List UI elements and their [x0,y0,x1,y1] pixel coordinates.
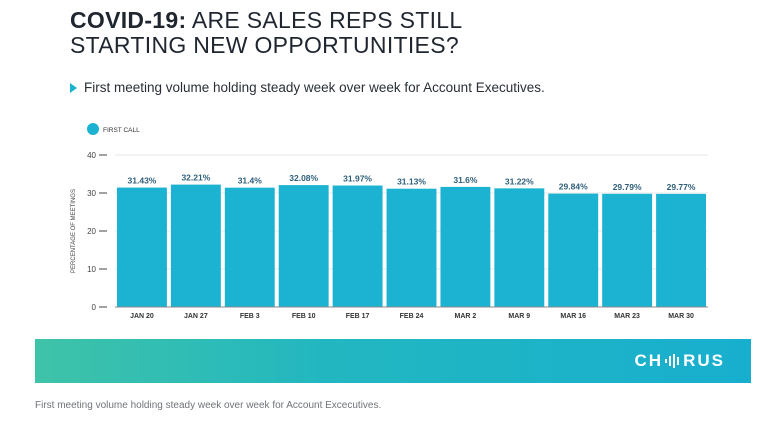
bar [494,188,545,307]
logo-text-start: CH [634,351,664,370]
data-label: 31.6% [453,175,478,185]
data-label: 29.79% [613,182,642,192]
y-tick-label: 20 [87,227,96,236]
data-label: 29.84% [559,182,588,192]
y-axis-label: PERCENTAGE OF MEETINGS [71,189,77,273]
triangle-bullet-icon [70,82,77,93]
bar [332,185,383,307]
y-tick-label: 0 [92,303,97,312]
title-line-2: STARTING NEW OPPORTUNITIES? [70,32,459,58]
x-tick-label: FEB 3 [240,313,260,320]
data-label: 29.77% [667,182,696,192]
title-highlight: COVID-19: [70,7,187,33]
legend-marker [87,123,99,135]
bar [602,193,653,307]
bar [548,193,599,307]
bar [170,184,221,307]
bar [278,185,329,307]
data-label: 31.43% [128,176,157,186]
chorus-logo: CH RUS [635,351,725,371]
x-tick-label: FEB 17 [346,313,370,320]
y-tick-label: 10 [87,265,96,274]
y-tick-label: 30 [87,189,96,198]
bar [386,188,437,307]
data-label: 31.22% [505,176,534,186]
data-label: 31.4% [238,176,263,186]
title-line-1: ARE SALES REPS STILL [186,7,463,33]
x-tick-label: JAN 27 [184,313,208,320]
data-label: 32.21% [181,173,210,183]
legend-label: FIRST CALL [103,127,140,134]
x-tick-label: MAR 23 [614,313,640,320]
brand-banner: CH RUS [35,339,751,383]
page-title: COVID-19: ARE SALES REPS STILL STARTING … [70,8,463,58]
data-label: 31.13% [397,177,426,187]
bar [656,193,706,307]
bar [117,187,167,307]
image-caption: First meeting volume holding steady week… [35,400,382,411]
x-tick-label: MAR 30 [668,313,694,320]
x-tick-label: MAR 9 [508,313,530,320]
chart-subtitle: First meeting volume holding steady week… [70,80,545,95]
soundwave-icon [665,354,680,368]
logo-text-end: RUS [683,351,725,370]
bar [440,186,491,307]
x-tick-label: FEB 10 [292,313,316,320]
x-tick-label: FEB 24 [400,313,424,320]
data-label: 32.08% [289,173,318,183]
x-tick-label: MAR 16 [560,313,586,320]
y-tick-label: 40 [87,151,96,160]
subtitle-text: First meeting volume holding steady week… [84,80,545,95]
bar [224,187,275,307]
data-label: 31.97% [343,174,372,184]
x-tick-label: JAN 20 [130,313,154,320]
bar-chart: FIRST CALL 0 10 20 30 40 PERCENTAGE OF MEETING… [71,123,708,320]
x-tick-label: MAR 2 [455,313,477,320]
